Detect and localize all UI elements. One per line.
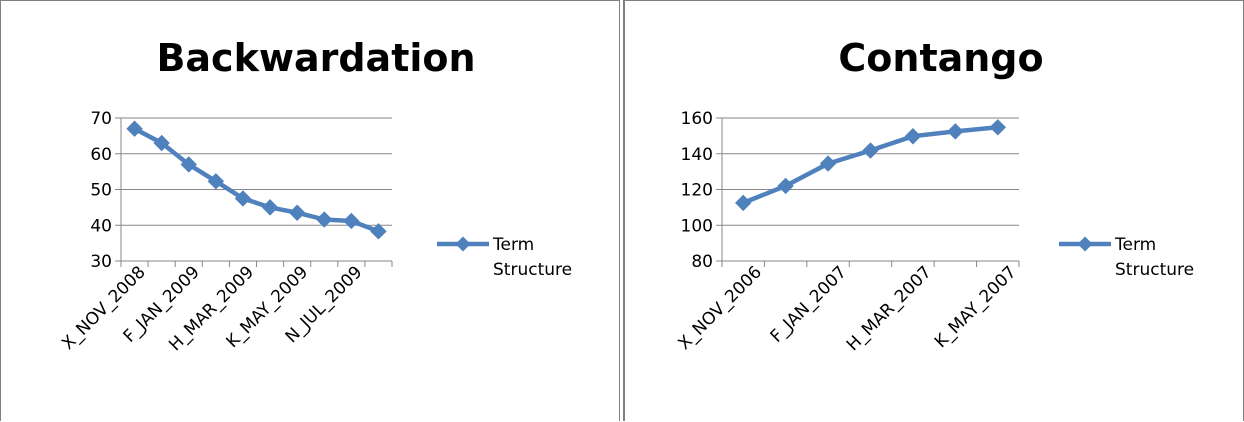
series-line (740, 125, 1001, 206)
y-tick-label: 140 (681, 145, 713, 165)
data-point-marker (735, 194, 752, 212)
chart-panel-contango: Contango 80 100 120 140 160 X_NOV_2006 F_JAN_20… (624, 0, 1244, 421)
contango-chart: Contango 80 100 120 140 160 X_NOV_2006 F_JAN_20… (675, 36, 1195, 355)
data-point-marker (862, 142, 879, 159)
data-point-marker (343, 212, 360, 230)
chart-title: Backwardation (156, 36, 475, 80)
y-tick-label: 50 (90, 181, 112, 201)
y-tick-label: 120 (681, 181, 713, 201)
y-tick-label: 160 (681, 109, 713, 129)
data-point-marker (777, 177, 794, 195)
y-tick-label: 40 (90, 216, 112, 236)
chart-title: Contango (838, 36, 1043, 80)
x-category-label: F_JAN_2007 (767, 262, 851, 346)
data-point-marker (370, 223, 387, 240)
data-point-marker (126, 120, 143, 137)
panel-divider (619, 0, 624, 421)
legend-marker (1077, 236, 1093, 252)
legend-label: Term Structure (492, 235, 572, 280)
chart-panel-backwardation: Backwardation 30 40 50 60 70 X_NOV_2008 F_JAN_2… (0, 0, 619, 421)
data-point-marker (207, 173, 225, 190)
legend-marker (455, 236, 471, 252)
data-point-marker (288, 204, 306, 221)
data-point-marker (819, 155, 837, 172)
data-point-marker (316, 211, 333, 228)
series-line (132, 126, 381, 234)
legend-label: Term Structure (1114, 235, 1194, 280)
backwardation-chart: Backwardation3040506070X_NOV_2008F_JAN_2… (58, 36, 572, 355)
y-tick-label: 60 (90, 145, 112, 165)
y-tick-label: 30 (90, 252, 112, 272)
data-point-marker (153, 134, 170, 152)
data-point-marker (180, 156, 197, 173)
data-point-marker (947, 123, 964, 140)
data-point-marker (234, 190, 252, 207)
x-category-label: K_MAY_2007 (931, 262, 1021, 352)
data-point-marker (989, 119, 1006, 136)
x-category-label: H_MAR_2007 (843, 262, 936, 355)
y-tick-label: 100 (681, 216, 713, 236)
y-tick-label: 70 (90, 109, 112, 129)
y-tick-label: 80 (691, 252, 713, 272)
x-category-label: X_NOV_2006 (675, 262, 766, 353)
data-point-marker (904, 128, 922, 145)
data-point-marker (261, 199, 279, 216)
